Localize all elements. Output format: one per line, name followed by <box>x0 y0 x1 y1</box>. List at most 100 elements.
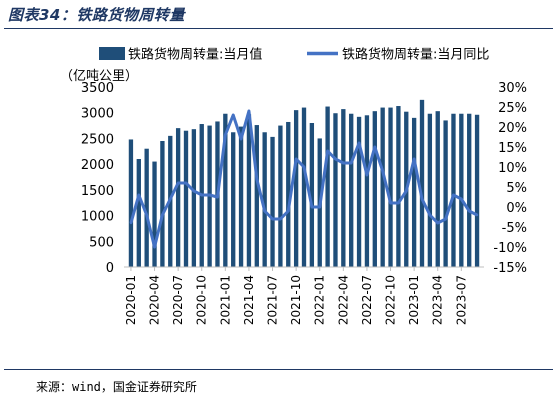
x-tick-label: 2020-07 <box>171 275 185 325</box>
bar-2022-11 <box>396 106 401 267</box>
y-axis-label: （亿吨公里） <box>60 69 138 84</box>
yoy-points-group <box>129 109 479 249</box>
yoy-point-2022-05 <box>350 161 353 165</box>
yoy-point-2023-02 <box>420 197 424 201</box>
x-tick-label: 2022-10 <box>384 275 398 325</box>
bar-2021-05 <box>254 125 259 267</box>
y-tick-label: 500 <box>89 235 114 250</box>
bar-2020-09 <box>191 129 197 267</box>
yoy-point-2023-08 <box>468 209 471 213</box>
yoy-point-2023-05 <box>444 217 447 221</box>
yoy-point-2023-09 <box>475 213 479 217</box>
x-tick-label: 2021-07 <box>266 275 280 325</box>
yoy-point-2021-06 <box>263 209 266 213</box>
bar-2023-08 <box>467 113 472 268</box>
yoy-point-2022-03 <box>334 157 337 161</box>
yoy-point-2022-01 <box>318 205 321 209</box>
yoy-point-2021-12 <box>310 205 314 209</box>
y-tick-label: 0 <box>106 261 114 276</box>
bar-2020-07 <box>175 128 181 267</box>
bar-2020-02 <box>136 159 141 267</box>
x-axis-ticks: 2020-01 2020-04 2020-07 2020-10 2021-01 2021-… <box>124 267 468 325</box>
bar-2021-03 <box>238 126 244 267</box>
bar-2020-01 <box>128 139 134 267</box>
bar-2022-03 <box>333 113 338 267</box>
bar-2023-02 <box>419 99 425 267</box>
yoy-point-2021-01 <box>224 133 227 137</box>
bar-2023-09 <box>474 114 480 268</box>
bar-2020-03 <box>144 148 149 267</box>
yoy-point-2020-03 <box>145 213 148 217</box>
y2-tick-label: -15% <box>493 261 527 276</box>
yoy-point-2020-06 <box>169 197 172 201</box>
yoy-point-2023-03 <box>428 213 432 217</box>
x-tick-label: 2021-01 <box>218 275 232 325</box>
legend: 铁路货物周转量:当月值 铁路货物周转量:当月同比 <box>99 47 489 63</box>
y-axis-ticks: 0 500 1000 1500 2000 2500 3000 3500 <box>81 81 114 276</box>
yoy-point-2020-12 <box>216 195 219 199</box>
yoy-point-2020-10 <box>200 193 203 197</box>
yoy-point-2022-08 <box>373 145 376 149</box>
yoy-point-2021-05 <box>255 177 258 181</box>
y2-tick-label: 25% <box>498 101 527 116</box>
bar-2023-03 <box>427 113 433 268</box>
yoy-point-2021-08 <box>279 217 282 221</box>
bar-2023-05 <box>443 120 448 268</box>
y-tick-label: 1000 <box>81 210 114 225</box>
x-tick-label: 2023-07 <box>454 275 468 325</box>
bar-2021-06 <box>262 132 267 267</box>
yoy-point-2020-08 <box>184 181 188 185</box>
y-tick-label: 1500 <box>81 184 114 199</box>
yoy-point-2022-06 <box>357 141 361 145</box>
y2-tick-label: 30% <box>498 81 527 96</box>
bar-2021-09 <box>286 121 291 267</box>
yoy-point-2023-01 <box>412 157 416 161</box>
bar-2022-08 <box>372 111 377 267</box>
yoy-point-2020-11 <box>208 193 211 197</box>
x-tick-label: 2022-07 <box>360 275 374 325</box>
yoy-point-2020-04 <box>153 245 156 249</box>
x-tick-label: 2022-04 <box>336 275 350 325</box>
yoy-point-2021-09 <box>287 209 290 213</box>
y-tick-label: 2000 <box>81 158 114 173</box>
y2-tick-label: 20% <box>498 121 527 136</box>
bar-2023-06 <box>451 113 456 268</box>
yoy-point-2022-07 <box>365 173 369 177</box>
bar-2020-04 <box>152 161 157 267</box>
bar-2022-04 <box>341 109 346 267</box>
y-tick-label: 3500 <box>81 81 114 96</box>
yoy-point-2022-11 <box>397 201 400 205</box>
bar-2020-05 <box>160 141 165 267</box>
bar-2020-08 <box>183 130 189 267</box>
figure-title: 图表34：铁路货物周转量 <box>8 6 185 24</box>
bottom-rule <box>4 369 553 370</box>
bar-2021-10 <box>293 110 299 267</box>
legend-bar-label: 铁路货物周转量:当月值 <box>128 47 262 63</box>
x-tick-label: 2023-01 <box>407 275 421 325</box>
x-tick-label: 2022-01 <box>313 275 327 325</box>
yoy-point-2020-09 <box>192 189 196 193</box>
yoy-point-2022-04 <box>342 161 345 165</box>
x-tick-label: 2021-10 <box>289 275 303 325</box>
y2-tick-label: -10% <box>493 241 527 256</box>
y2-tick-label: 0% <box>506 201 527 216</box>
yoy-point-2020-05 <box>161 213 164 217</box>
y-tick-label: 3000 <box>81 107 114 122</box>
yoy-point-2021-03 <box>239 137 243 141</box>
yoy-point-2022-02 <box>326 149 329 153</box>
y2-tick-label: 15% <box>498 141 527 156</box>
yoy-point-2021-10 <box>294 157 298 161</box>
top-rule <box>4 28 553 29</box>
bar-2021-07 <box>270 136 275 267</box>
yoy-point-2020-07 <box>176 181 180 185</box>
yoy-point-2022-12 <box>405 189 408 193</box>
legend-line-label: 铁路货物周转量:当月同比 <box>342 47 489 63</box>
x-tick-label: 2020-04 <box>148 275 162 325</box>
yoy-point-2023-06 <box>452 193 455 197</box>
bar-2022-09 <box>380 107 385 267</box>
yoy-point-2023-07 <box>460 197 463 201</box>
x-tick-label: 2020-01 <box>124 275 138 325</box>
yoy-point-2021-11 <box>302 165 306 169</box>
bar-2021-08 <box>278 125 283 267</box>
bar-2023-07 <box>459 113 464 268</box>
